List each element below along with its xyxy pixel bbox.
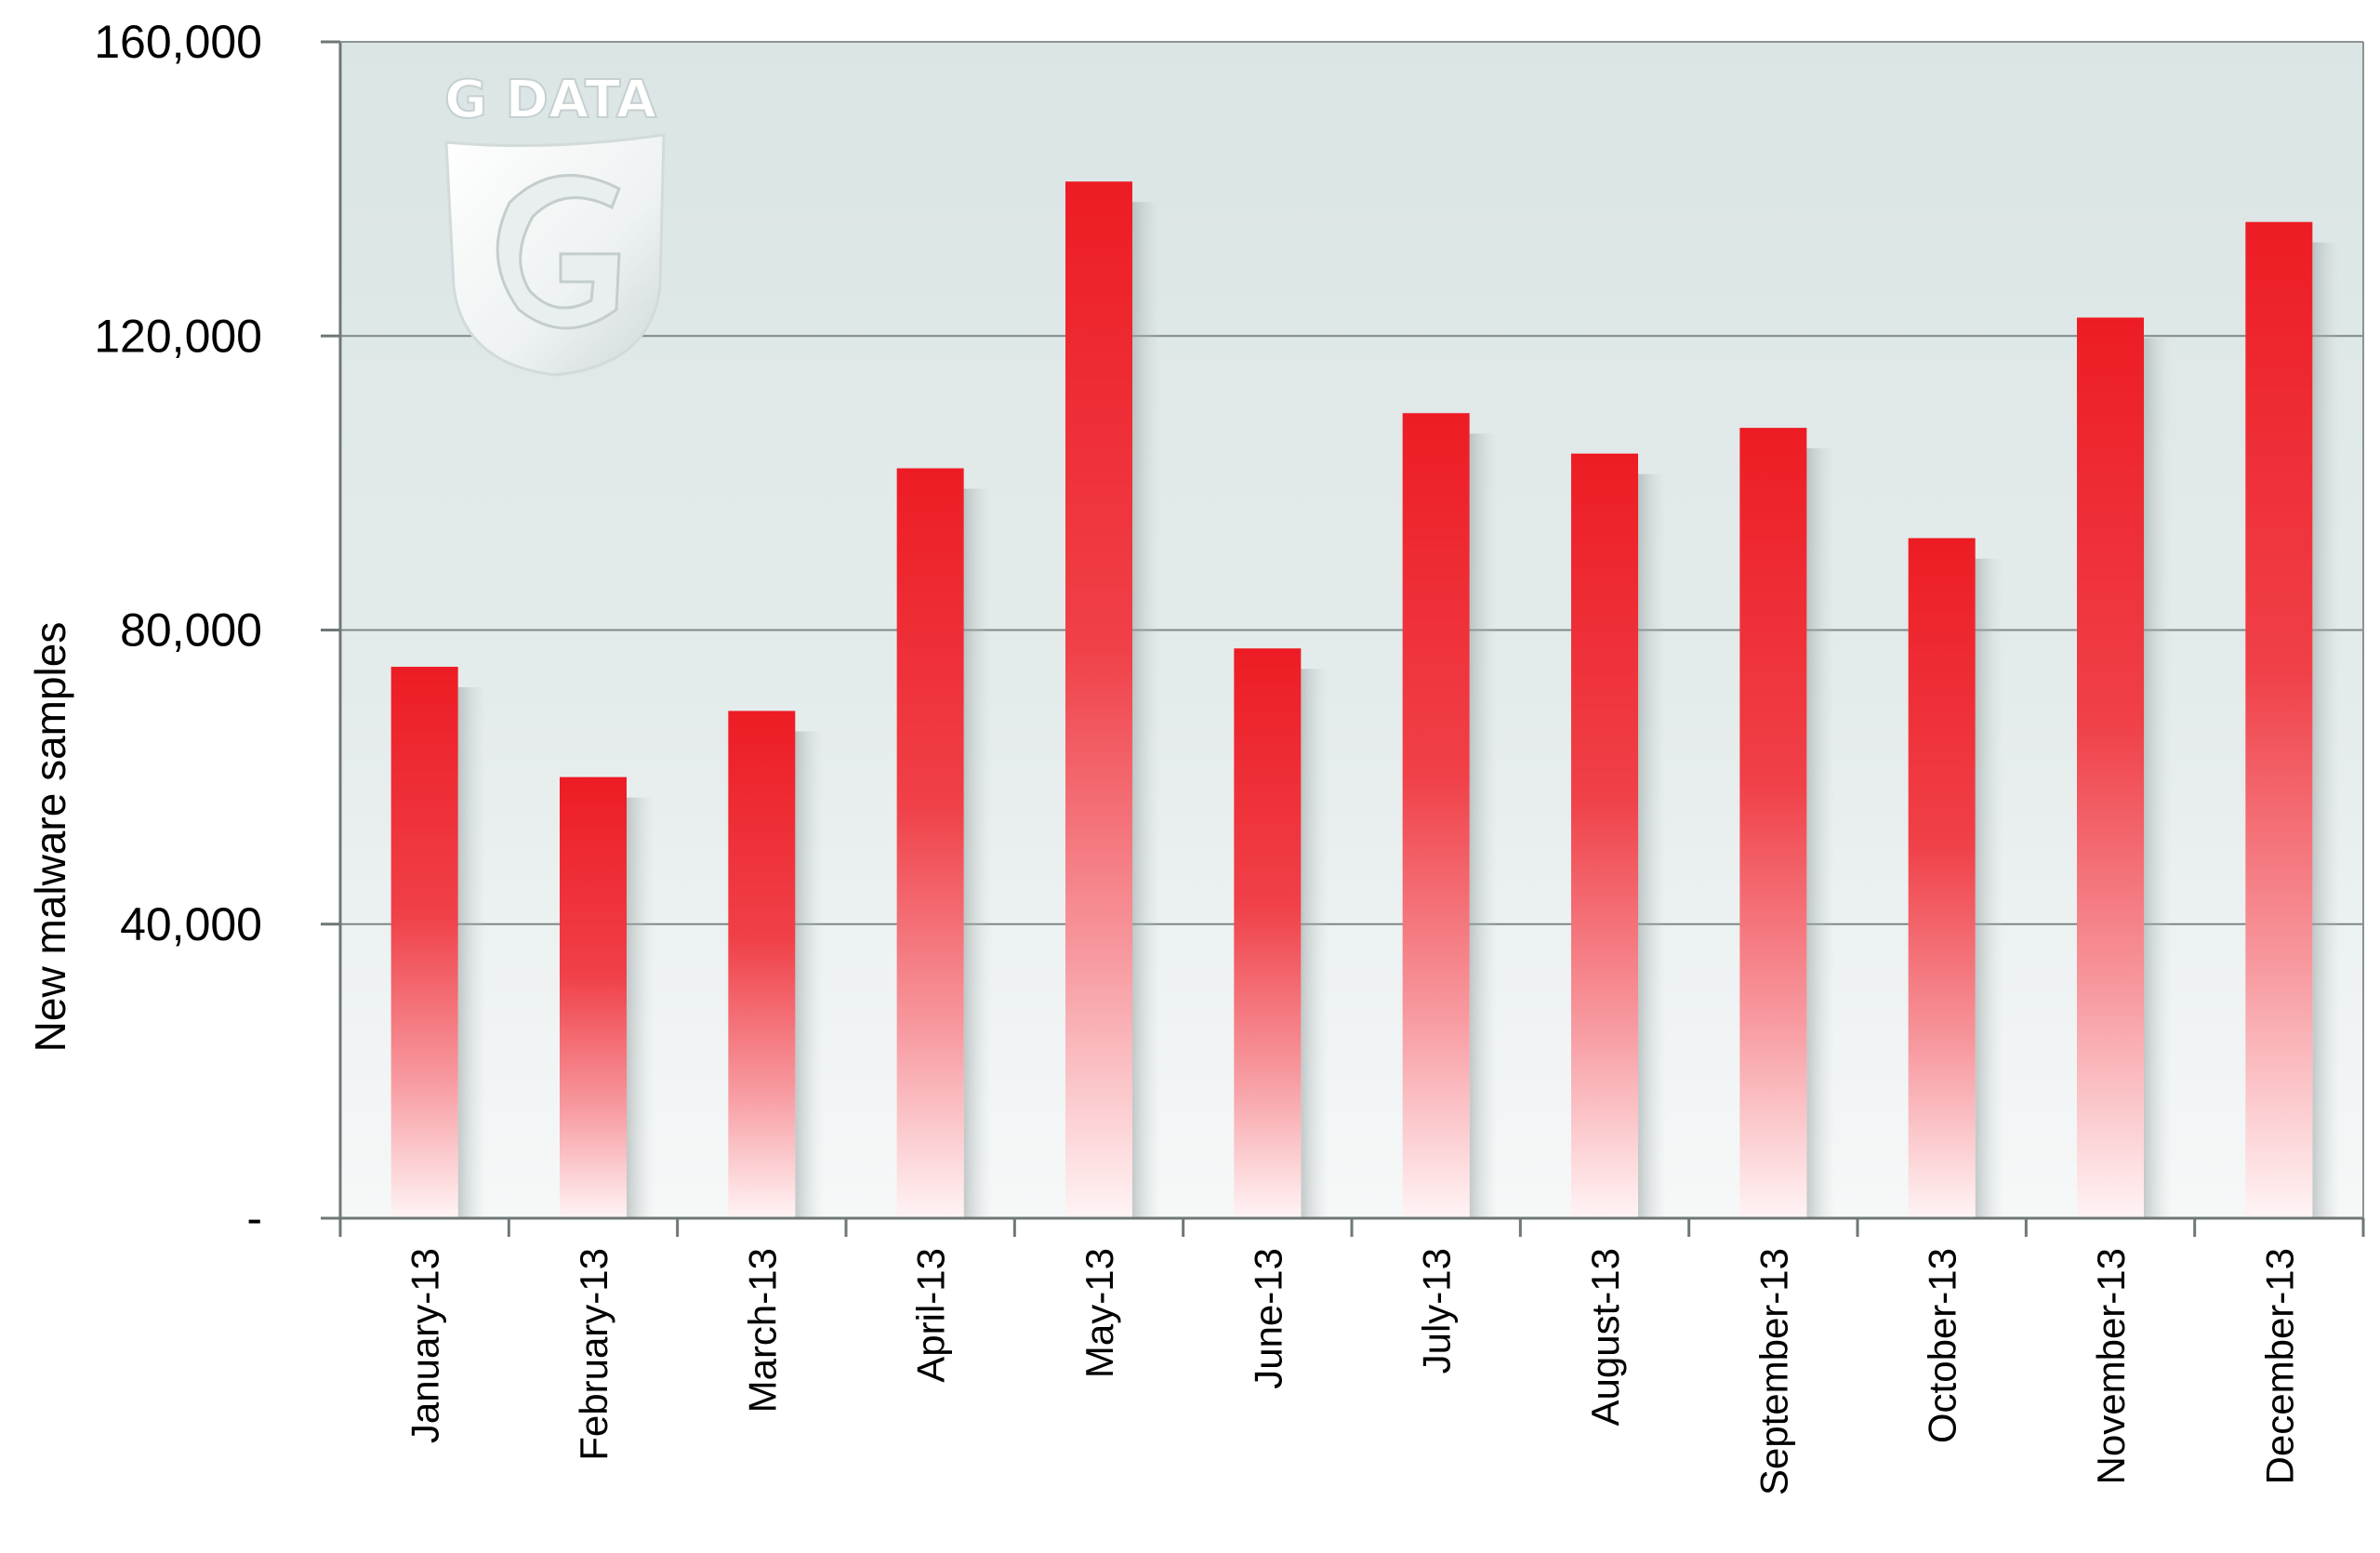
bar	[1908, 538, 1976, 1218]
bar-shadow	[1469, 433, 1498, 1218]
x-tick-label: July-13	[1415, 1248, 1459, 1374]
bar	[1234, 648, 1302, 1218]
bar-shadow	[457, 687, 486, 1218]
y-tick-label: 160,000	[94, 16, 262, 68]
bar	[1571, 453, 1638, 1218]
bar-shadows	[457, 202, 2341, 1218]
shield-icon	[444, 133, 666, 377]
x-tick-label: January-13	[403, 1248, 447, 1443]
bar-shadow	[1132, 202, 1160, 1218]
gdata-logo-watermark: G DATA	[443, 69, 666, 377]
bar-shadow	[2144, 338, 2172, 1218]
bar-shadow	[1638, 473, 1666, 1218]
bar	[390, 667, 458, 1218]
bar	[1065, 181, 1132, 1218]
x-tick-label: September-13	[1752, 1248, 1795, 1495]
x-tick-label: April-13	[909, 1248, 953, 1383]
x-tick-label: May-13	[1078, 1248, 1121, 1378]
bar	[2077, 317, 2144, 1218]
x-tick-label: December-13	[2257, 1248, 2301, 1484]
bar-shadow	[795, 731, 824, 1218]
y-tick-label: 80,000	[120, 604, 262, 657]
x-tick-label: November-13	[2089, 1248, 2133, 1484]
bar-shadow	[1806, 448, 1835, 1218]
bar-shadow	[963, 488, 992, 1218]
x-tick-label: October-13	[1921, 1248, 1964, 1443]
bar-shadow	[2312, 242, 2341, 1218]
bar-shadow	[1301, 669, 1329, 1218]
x-tick-label: February-13	[572, 1248, 615, 1461]
y-tick-label: 40,000	[120, 898, 262, 950]
bar	[560, 776, 627, 1218]
x-tick-label: March-13	[740, 1248, 784, 1413]
x-tick-label: August-13	[1583, 1248, 1627, 1426]
bar	[2245, 221, 2313, 1218]
axes	[321, 40, 2365, 1237]
y-tick-labels: - 40,000 80,000 120,000 160,000	[94, 16, 262, 1244]
bar	[1739, 428, 1807, 1218]
watermark-text: G DATA	[444, 70, 657, 130]
y-axis-title: New malware samples	[26, 622, 74, 1053]
x-tick-label: June-13	[1246, 1248, 1289, 1389]
bar	[1402, 413, 1470, 1218]
bar-shadow	[627, 797, 654, 1218]
y-tick-label: -	[246, 1192, 262, 1244]
x-tick-labels: January-13 February-13 March-13 April-13 May…	[403, 1248, 2302, 1495]
bars	[390, 181, 2313, 1218]
bar	[896, 468, 964, 1218]
bar	[728, 710, 796, 1218]
shield-g-letter	[496, 174, 621, 330]
y-tick-label: 120,000	[94, 310, 262, 362]
bar-shadow	[1975, 558, 2003, 1218]
